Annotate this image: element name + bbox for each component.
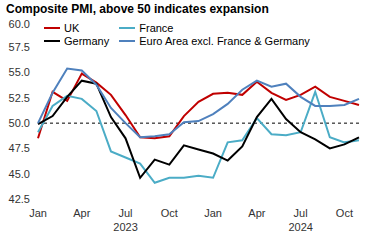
svg-text:60.0: 60.0 bbox=[9, 18, 30, 30]
svg-text:2023: 2023 bbox=[113, 221, 137, 231]
svg-text:Jan: Jan bbox=[204, 207, 222, 219]
svg-text:Apr: Apr bbox=[73, 207, 90, 219]
svg-text:Oct: Oct bbox=[161, 207, 178, 219]
html-text:UK: UK bbox=[64, 22, 80, 34]
html-text:Germany: Germany bbox=[64, 35, 110, 47]
svg-text:50.0: 50.0 bbox=[9, 117, 30, 129]
svg-text:55.0: 55.0 bbox=[9, 66, 30, 78]
svg-text:52.5: 52.5 bbox=[9, 92, 30, 104]
svg-text:Oct: Oct bbox=[336, 207, 353, 219]
svg-text:57.5: 57.5 bbox=[9, 41, 30, 53]
svg-text:Jul: Jul bbox=[119, 207, 133, 219]
svg-text:Apr: Apr bbox=[248, 207, 265, 219]
svg-text:42.5: 42.5 bbox=[9, 193, 30, 205]
svg-text:Jan: Jan bbox=[29, 207, 47, 219]
html-text:France: France bbox=[139, 22, 174, 34]
html-text:Euro Area excl. France & Germa: Euro Area excl. France & Germany bbox=[139, 35, 310, 47]
svg-text:45.0: 45.0 bbox=[9, 168, 30, 180]
html-text:Composite PMI, above 50 indica: Composite PMI, above 50 indicates expans… bbox=[6, 2, 269, 16]
svg-text:47.5: 47.5 bbox=[9, 142, 30, 154]
svg-text:2024: 2024 bbox=[288, 221, 312, 231]
svg-text:Jul: Jul bbox=[294, 207, 308, 219]
